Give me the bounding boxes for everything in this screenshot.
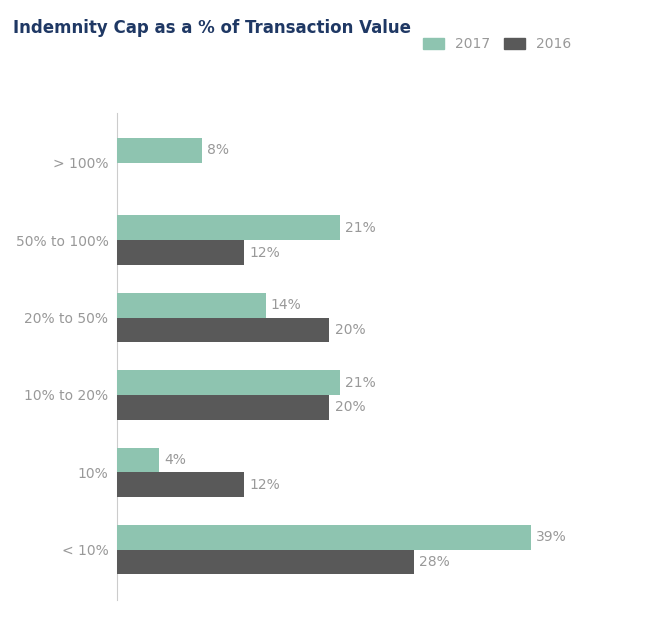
Text: 4%: 4% (165, 453, 186, 467)
Text: 21%: 21% (345, 376, 376, 389)
Text: 21%: 21% (345, 221, 376, 235)
Bar (117, 216, 340, 240)
Bar (117, 472, 244, 497)
Text: 12%: 12% (250, 478, 280, 492)
Text: 20%: 20% (334, 401, 365, 414)
Bar (117, 395, 329, 420)
Bar (117, 240, 244, 265)
Bar (117, 138, 202, 162)
Bar (117, 292, 265, 318)
Text: Indemnity Cap as a % of Transaction Value: Indemnity Cap as a % of Transaction Valu… (13, 19, 411, 37)
Bar (117, 318, 329, 342)
Text: 20%: 20% (334, 323, 365, 337)
Text: 39%: 39% (536, 531, 567, 544)
Bar (117, 550, 414, 574)
Bar (117, 370, 340, 395)
Text: 8%: 8% (207, 143, 229, 158)
Text: 12%: 12% (250, 246, 280, 259)
Legend: 2017, 2016: 2017, 2016 (418, 32, 577, 57)
Text: 14%: 14% (271, 298, 302, 312)
Bar (117, 448, 159, 472)
Bar (117, 525, 531, 550)
Text: 28%: 28% (419, 555, 450, 569)
